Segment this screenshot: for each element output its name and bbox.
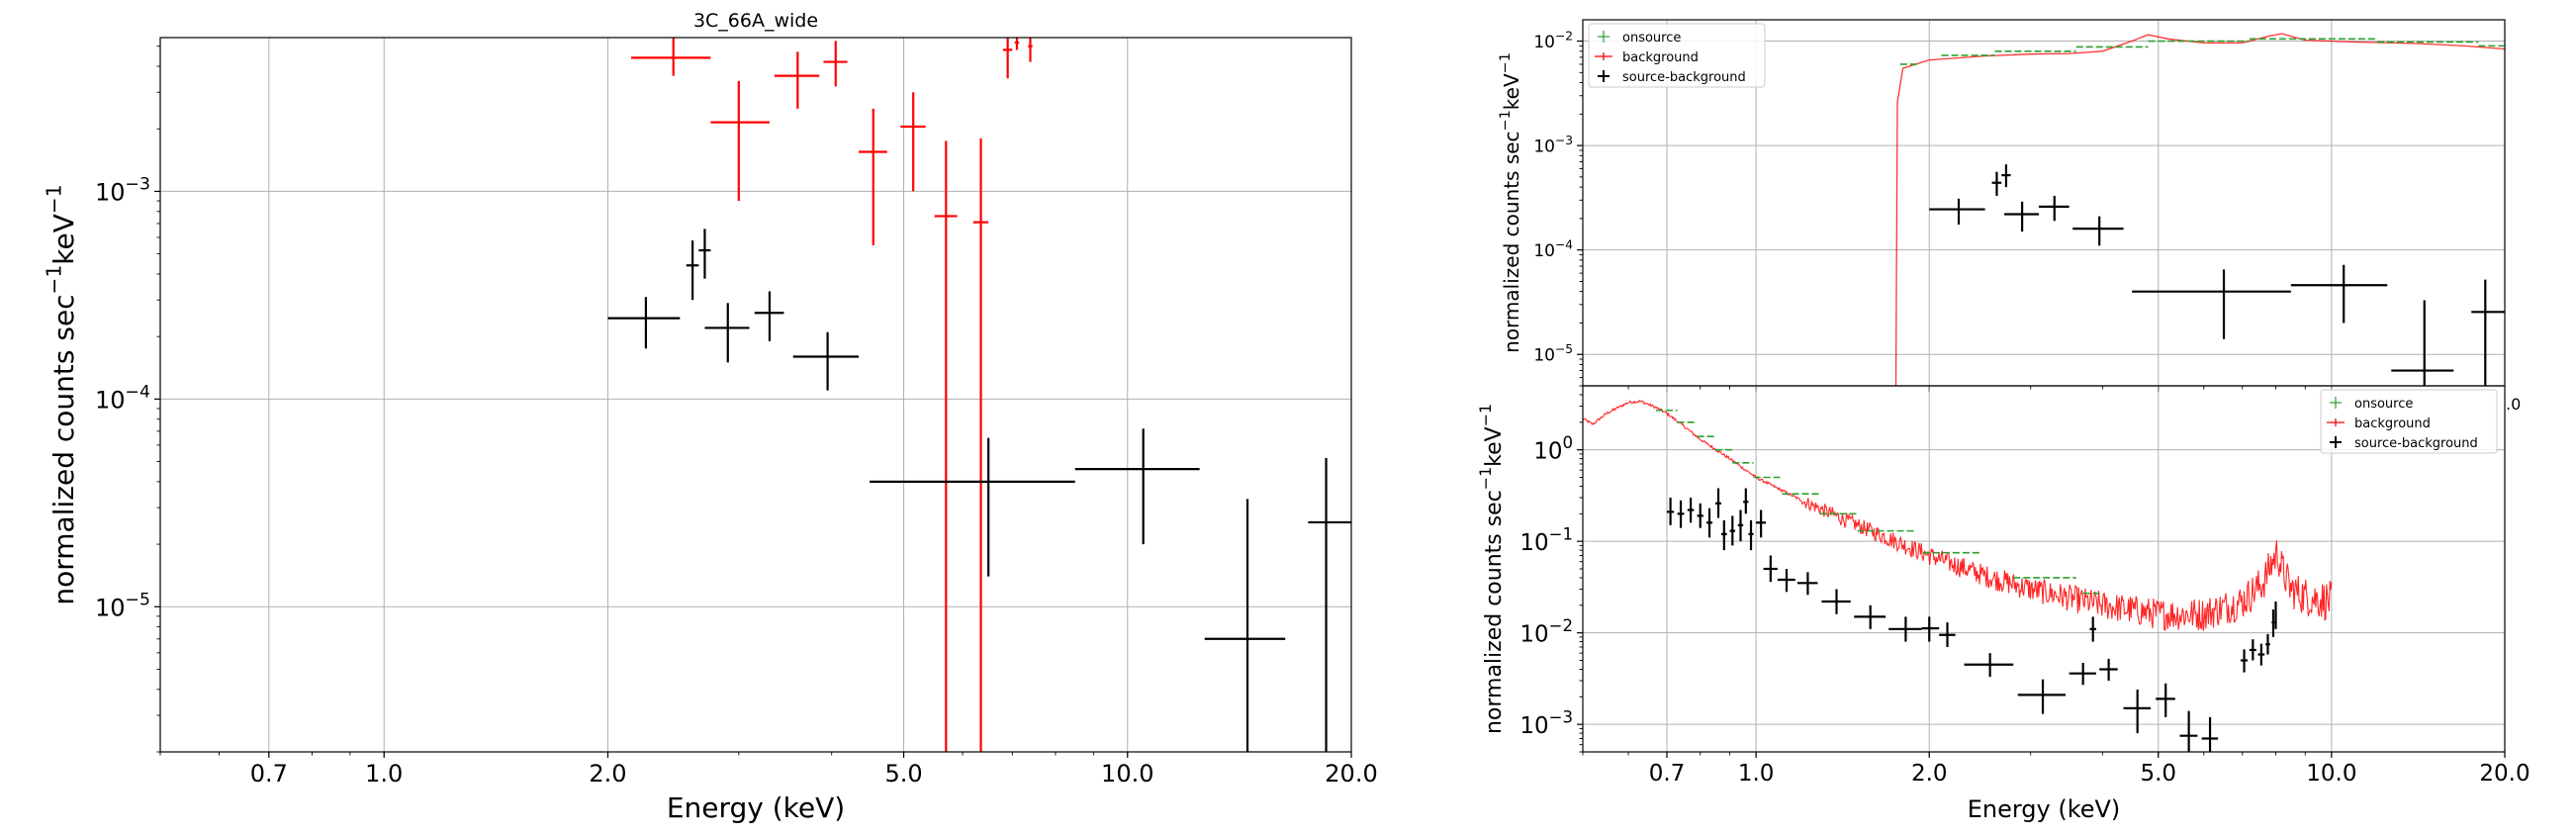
rt-legend-box <box>1588 23 1766 88</box>
rb-x-axis-label: Energy (keV) <box>1968 795 2121 823</box>
rb-legend-label-onsource: onsource <box>2354 397 2413 412</box>
left-series-group <box>631 38 1033 752</box>
left-x-tick-label: 10.0 <box>1101 760 1153 788</box>
rt-legend-label-source-background: source-background <box>1622 70 1746 85</box>
rt-y-tick-label: 10−4 <box>1533 237 1573 261</box>
rb-x-tick-label: 10.0 <box>2306 761 2356 787</box>
rb-y-tick-label: 10−1 <box>1519 525 1573 556</box>
left-y-axis-label: normalized counts sec−1keV−1 <box>42 184 80 604</box>
rb-y-axis-label: normalized counts sec−1keV−1 <box>1476 404 1507 734</box>
left-x-tick-label: 2.0 <box>589 760 626 788</box>
rt-y-tick-label: 10−5 <box>1533 342 1573 366</box>
rb-y-tick-label: 10−2 <box>1519 616 1573 647</box>
rt-y-axis-label: normalized counts sec−1keV−1 <box>1498 52 1523 353</box>
rb-y-tick-label: 10−3 <box>1519 708 1573 739</box>
rb-x-tick-label: 1.0 <box>1738 761 1775 787</box>
rt-background-line <box>1894 33 2505 386</box>
rt-x-tick-label-fragment: .0 <box>2506 395 2521 414</box>
rt-background-group <box>1894 33 2505 386</box>
rb-background-group <box>1583 399 2333 631</box>
left-x-tick-label: 1.0 <box>365 760 403 788</box>
rt-y-tick-label: 10−3 <box>1533 134 1573 157</box>
left-x-tick-label: 0.7 <box>250 760 288 788</box>
rt-legend-label-onsource: onsource <box>1622 31 1681 46</box>
rt-series-group <box>1929 164 2505 386</box>
left-x-tick-label: 5.0 <box>884 760 922 788</box>
rb-axes-frame <box>1582 385 2506 753</box>
rb-x-tick-label: 2.0 <box>1911 761 1948 787</box>
rb-y-tick-label: 100 <box>1533 433 1573 464</box>
left-x-tick-label: 20.0 <box>1325 760 1377 788</box>
rb-legend-label-background: background <box>2354 417 2431 431</box>
left-axes-frame <box>159 37 1352 753</box>
rb-x-tick-label: 20.0 <box>2479 761 2530 787</box>
left-chart-title: 3C_66A_wide <box>693 10 818 32</box>
left-y-tick-label: 10−5 <box>95 591 150 622</box>
rb-legend-label-source-background: source-background <box>2354 436 2478 451</box>
rt-onsource-group <box>1899 38 2505 65</box>
left-y-tick-label: 10−4 <box>95 383 150 415</box>
rt-y-tick-label: 10−2 <box>1533 29 1573 52</box>
rb-background-line <box>1583 399 2333 631</box>
left-series-group <box>607 229 1351 752</box>
rb-series-group <box>1667 488 2277 752</box>
left-x-axis-label: Energy (keV) <box>667 791 845 824</box>
left-y-tick-label: 10−3 <box>95 175 150 207</box>
rt-legend-label-background: background <box>1622 50 1699 65</box>
rb-x-tick-label: 0.7 <box>1649 761 1686 787</box>
rb-x-tick-label: 5.0 <box>2140 761 2176 787</box>
rb-legend-box <box>2320 389 2498 454</box>
rb-onsource-group <box>1655 409 2103 595</box>
